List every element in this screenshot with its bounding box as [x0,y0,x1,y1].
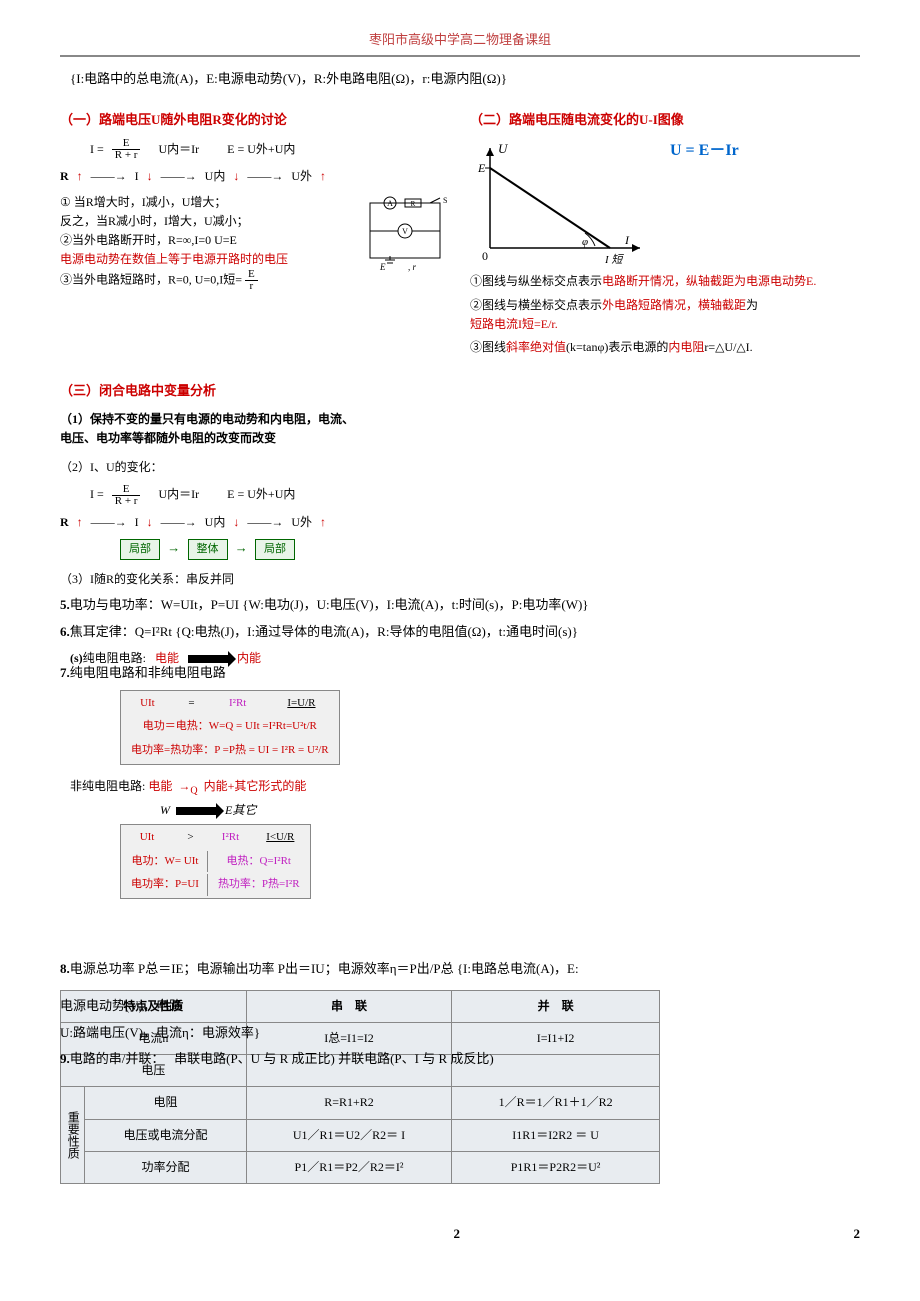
section-3-title: （三）闭合电路中变量分析 [60,381,860,402]
local-whole-boxes: 局部 → 整体 → 局部 [120,538,860,561]
pure-resistor-table: UIt = I²Rt I=U/R 电功＝电热：W=Q = UIt =I²Rt=U… [120,690,340,765]
page-footer: 2 2 [60,1224,860,1245]
up-arrow-icon: ↑ [320,167,326,186]
arrow-right-icon: ——→ [91,167,127,186]
box-local-1: 局部 [120,539,160,561]
section-1-formula-row: I = E R + r U内＝Ir E = U外+U内 [60,138,450,161]
item-3: ③当外电路短路时，R=0, U=0,I短= E r [60,269,350,292]
green-arrow-icon: → [167,540,180,555]
section-1-title: （一）路端电压U随外电阻R变化的讨论 [60,110,450,131]
svg-text:E: E [379,262,386,272]
fraction-E-over-Rr: E R + r [112,138,141,161]
section-1-arrow-chain: R ↑ ——→ I ↓ ——→ U内 ↓ ——→ U外 ↑ [60,167,450,186]
down-arrow-icon: ↓ [233,513,239,532]
item-8: 8.电源总功率 P总＝IE；电源输出功率 P出＝IU；电源效率η＝P出/P总 {… [60,959,860,980]
down-arrow-icon: ↓ [233,167,239,186]
item-2: ②当外电路断开时，R=∞,I=0 U=E [60,231,350,250]
item-5: 5.电功与电功率：W=UIt，P=UI {W:电功(J)，U:电压(V)，I:电… [60,595,860,616]
box-local-2: 局部 [255,539,295,561]
svg-text:E: E [477,161,486,175]
section-1: （一）路端电压U随外电阻R变化的讨论 I = E R + r U内＝Ir E =… [60,110,450,362]
svg-text:, r: , r [408,262,417,272]
page-number-center: 2 [454,1224,461,1245]
u-i-graph: U E 0 I I 短 φ [470,138,650,268]
graph-note-2: ②图线与横坐标交点表示外电路短路情况，横轴截距为短路电流I短=E/r. [470,296,860,334]
svg-text:0: 0 [482,249,488,263]
graph-note-3: ③图线斜率绝对值(k=tanφ)表示电源的内电阻r=△U/△I. [470,338,860,357]
svg-text:U: U [498,141,509,156]
circuit-diagram: A R S V E , r [360,193,450,280]
svg-text:φ: φ [582,236,588,248]
up-arrow-icon: ↑ [320,513,326,532]
section-3-formula-row: I = E R + r U内＝Ir E = U外+U内 [60,484,860,507]
arrow-right-icon: ——→ [247,167,283,186]
section-3-item-2: （2）I、U的变化： [60,458,860,477]
page-number-right: 2 [854,1224,861,1245]
energy-arrow-icon [176,807,216,815]
graph-note-1: ①图线与纵坐标交点表示电路断开情况，纵轴截距为电源电动势E. [470,272,860,291]
energy-arrow-icon [188,655,228,663]
header-title: 枣阳市高级中学高二物理备课组 [369,32,551,47]
nonpure-resistor-table: UIt > I²Rt I<U/R 电功：W= UIt 电热：Q=I²Rt 电功率… [120,824,311,899]
page-header: 枣阳市高级中学高二物理备课组 [60,30,860,55]
down-arrow-icon: ↓ [147,513,153,532]
item-6: 6.焦耳定律：Q=I²Rt {Q:电热(J)，I:通过导体的电流(A)，R:导体… [60,622,860,643]
item-1: ① 当R增大时，I减小，U增大； [60,193,350,212]
arrow-right-icon: ——→ [161,167,197,186]
svg-text:S: S [443,196,447,205]
green-arrow-icon: → [235,540,248,555]
u-equals-formula: U = E－Ir [670,138,739,164]
svg-text:I: I [624,233,630,247]
svg-text:R: R [411,200,416,208]
down-arrow-icon: ↓ [147,167,153,186]
item-7-region: (s)纯电阻电路: 电能 内能 7.纯电阻电路和非纯电阻电路 UIt = I²R… [60,649,860,899]
header-divider [60,55,860,57]
nonpure-label-row: 非纯电阻电路: 电能 →Q 内能+其它形式的能 [70,777,860,799]
section-2: （二）路端电压随电流变化的U-I图像 U E 0 I I 短 φ [470,110,860,362]
section-3-item-3: （3）I随R的变化关系：串反并同 [60,570,860,589]
open-circuit-note: 电源电动势在数值上等于电源开路时的电压 [60,250,350,269]
section-2-title: （二）路端电压随电流变化的U-I图像 [470,110,860,131]
box-whole: 整体 [188,539,228,561]
branch-arrow-icon: → [178,779,190,793]
svg-text:I 短: I 短 [604,253,624,266]
sections-1-2-row: （一）路端电压U随外电阻R变化的讨论 I = E R + r U内＝Ir E =… [60,110,860,362]
section-3-item-1: （1）保持不变的量只有电源的电动势和内电阻，电流、电压、电功率等都随外电阻的改变… [60,410,360,448]
svg-text:V: V [402,227,408,236]
section-3-arrow-chain: R ↑ ——→ I↓ ——→ U内↓ ——→ U外↑ [60,513,860,532]
item-8-9-region: 8.电源总功率 P总＝IE；电源输出功率 P出＝IU；电源效率η＝P出/P总 {… [60,959,860,1184]
variable-definitions: {I:电路中的总电流(A)，E:电源电动势(V)，R:外电路电阻(Ω)，r:电源… [70,69,860,90]
up-arrow-icon: ↑ [77,513,83,532]
svg-text:A: A [387,199,393,208]
section-3: （三）闭合电路中变量分析 （1）保持不变的量只有电源的电动势和内电阻，电流、电压… [60,381,860,589]
overlapping-text: 电源电动势(V)，电路 U:路端电压(V)，电流η：电源效率} 9.电路的串/并… [60,990,860,1076]
up-arrow-icon: ↑ [77,167,83,186]
section-1-body: ① 当R增大时，I减小，U增大； 反之，当R减小时，I增大，U减小； ②当外电路… [60,193,450,293]
